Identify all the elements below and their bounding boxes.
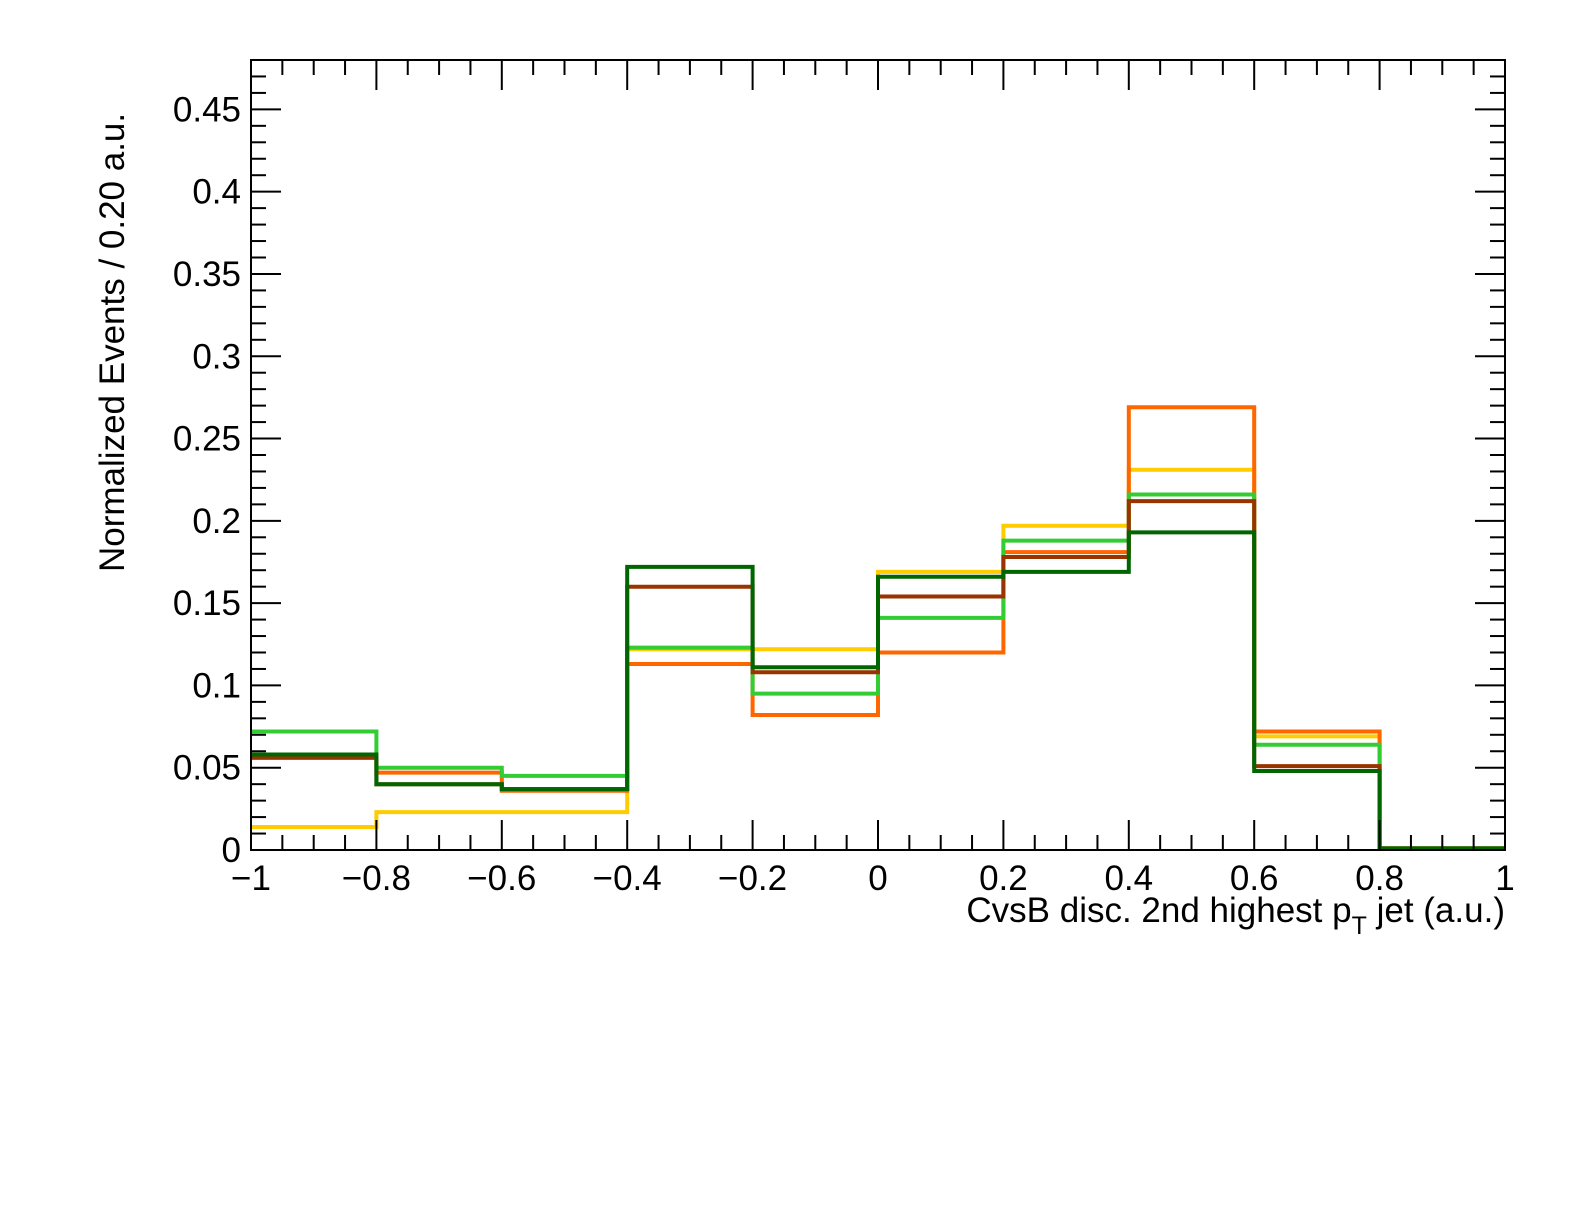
y-tick-label: 0.3 — [192, 337, 241, 376]
x-tick-label: 0.8 — [1355, 859, 1404, 898]
y-axis-label: Normalized Events / 0.20 a.u. — [93, 113, 132, 572]
y-tick-label: 0.05 — [173, 749, 241, 788]
x-tick-label: 0.2 — [979, 859, 1028, 898]
x-tick-label: 0 — [868, 859, 887, 898]
y-tick-label: 0.4 — [192, 173, 241, 212]
x-tick-label: 0.6 — [1230, 859, 1279, 898]
x-tick-label: −1 — [231, 859, 271, 898]
x-tick-label: −0.2 — [718, 859, 787, 898]
y-tick-labels: 0 0.05 0.1 0.15 0.2 0.25 0.3 0.35 0.4 0.45 — [173, 90, 241, 870]
y-tick-label: 0.25 — [173, 420, 241, 459]
x-tick-label: −0.8 — [342, 859, 411, 898]
x-tick-label: 0.4 — [1104, 859, 1153, 898]
x-tick-label: 1 — [1495, 859, 1514, 898]
series-line-1 — [251, 467, 1505, 851]
y-tick-label: 0.2 — [192, 502, 241, 541]
y-tick-label: 0.15 — [173, 584, 241, 623]
y-tick-label: 0 — [222, 831, 241, 870]
x-tick-label: −0.4 — [593, 859, 662, 898]
series-layer — [251, 405, 1505, 851]
y-tick-label: 0.45 — [173, 90, 241, 129]
y-tick-label: 0.1 — [192, 666, 241, 705]
series-line-5 — [251, 530, 1505, 851]
x-axis-label: CvsB disc. 2nd highest pT jet (a.u.) — [966, 891, 1505, 940]
x-tick-labels: −1 −0.8 −0.6 −0.4 −0.2 0 0.2 0.4 0.6 0.8 1 — [231, 859, 1515, 898]
x-tick-label: −0.6 — [467, 859, 536, 898]
axis-ticks — [250, 59, 1506, 851]
y-tick-label: 0.35 — [173, 255, 241, 294]
